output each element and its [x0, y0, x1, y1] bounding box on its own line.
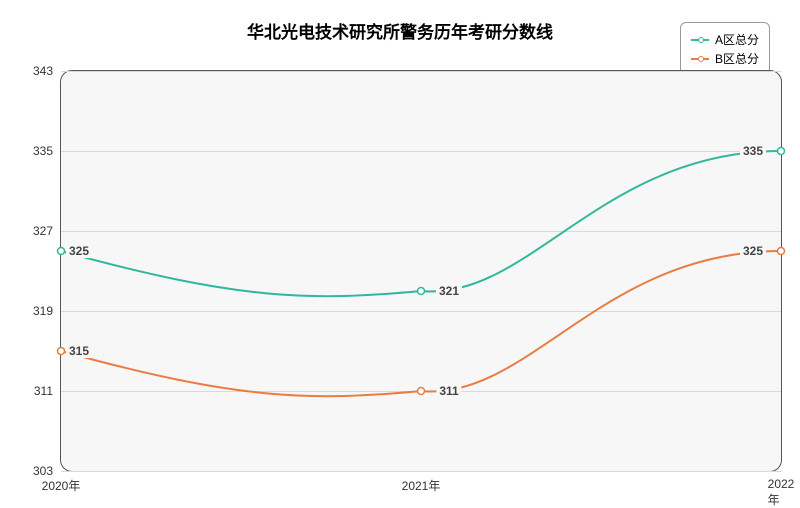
legend-swatch-a [691, 39, 709, 41]
legend-item-b: B区总分 [691, 50, 759, 67]
data-label: 325 [740, 244, 766, 258]
y-tick-label: 335 [33, 144, 61, 158]
series-line [61, 251, 781, 396]
score-line-chart: 华北光电技术研究所警务历年考研分数线 A区总分 B区总分 30331131932… [0, 0, 800, 500]
plot-area: 3033113193273353432020年2021年2022年3253213… [60, 70, 782, 472]
data-label: 311 [436, 384, 461, 398]
legend: A区总分 B区总分 [680, 22, 770, 76]
data-marker [778, 148, 785, 155]
legend-label-a: A区总分 [715, 31, 759, 48]
y-tick-label: 311 [34, 384, 61, 398]
data-label: 325 [66, 244, 92, 258]
series-line [61, 151, 781, 296]
data-marker [418, 288, 425, 295]
legend-swatch-b [691, 58, 709, 60]
series-svg [61, 71, 781, 471]
y-tick-label: 319 [33, 304, 61, 318]
x-tick-label: 2021年 [402, 471, 441, 494]
data-marker [58, 348, 65, 355]
x-tick-label: 2022年 [768, 471, 795, 508]
data-marker [58, 248, 65, 255]
legend-label-b: B区总分 [715, 50, 759, 67]
data-label: 315 [66, 344, 92, 358]
y-tick-label: 327 [33, 224, 61, 238]
legend-item-a: A区总分 [691, 31, 759, 48]
data-label: 335 [740, 144, 766, 158]
data-marker [418, 388, 425, 395]
data-label: 321 [436, 284, 462, 298]
x-tick-label: 2020年 [42, 471, 81, 494]
y-tick-label: 343 [33, 64, 61, 78]
data-marker [778, 248, 785, 255]
